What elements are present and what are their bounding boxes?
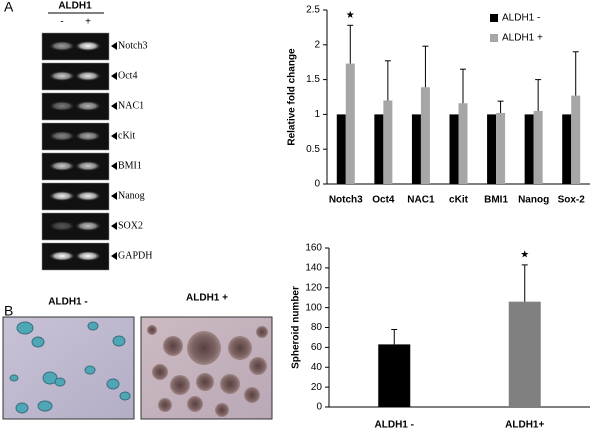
photo bbox=[140, 316, 273, 420]
photo-title: ALDH1 - bbox=[48, 297, 87, 308]
bar bbox=[374, 114, 384, 184]
arrow bbox=[111, 42, 117, 50]
y-tick-label: 60 bbox=[311, 342, 323, 353]
gel-band bbox=[75, 191, 101, 201]
bar bbox=[458, 103, 468, 184]
panel-label: B bbox=[4, 303, 13, 319]
x-tick-label: Nanog bbox=[518, 195, 549, 206]
bar bbox=[336, 114, 346, 184]
arrow bbox=[111, 222, 117, 230]
bar bbox=[487, 114, 497, 184]
bar bbox=[562, 114, 572, 184]
bar bbox=[571, 95, 581, 184]
x-tick-label: ALDH1 - bbox=[375, 420, 414, 428]
gel: Notch3 Oct4 NAC1 cKit BMI1 Nanog SOX2 GAPDH bbox=[41, 32, 152, 271]
bar bbox=[508, 301, 541, 407]
gel-band bbox=[49, 101, 75, 111]
bar bbox=[533, 110, 543, 184]
gel-band bbox=[75, 41, 101, 51]
gel-band bbox=[49, 251, 75, 261]
y-tick-label: 2.5 bbox=[306, 5, 320, 16]
bar bbox=[383, 100, 393, 184]
y-tick-label: 80 bbox=[311, 322, 323, 333]
arrow bbox=[111, 162, 117, 170]
gene-label: BMI1 bbox=[118, 160, 142, 171]
y-tick-label: 2 bbox=[314, 39, 320, 50]
gene-label: Oct4 bbox=[118, 70, 137, 81]
y-tick-label: 20 bbox=[311, 382, 323, 393]
legend-swatch bbox=[490, 14, 498, 22]
bar bbox=[378, 344, 411, 407]
annotation: ★ bbox=[346, 10, 355, 21]
photo-title: ALDH1 + bbox=[186, 293, 228, 304]
x-tick-label: ALDH1+ bbox=[505, 420, 544, 428]
bar bbox=[449, 114, 459, 184]
legend-swatch bbox=[490, 34, 498, 42]
arrow bbox=[111, 192, 117, 200]
gene-label: cKit bbox=[118, 130, 135, 141]
y-tick-label: 40 bbox=[311, 362, 323, 373]
x-tick-label: Sox-2 bbox=[558, 195, 586, 206]
arrow bbox=[111, 252, 117, 260]
arrow bbox=[111, 72, 117, 80]
gene-label: GAPDH bbox=[118, 250, 152, 261]
bar bbox=[411, 114, 421, 184]
bar bbox=[496, 113, 506, 184]
bar bbox=[420, 87, 430, 184]
gel-band bbox=[75, 101, 101, 111]
gel-band bbox=[49, 131, 75, 141]
gel-band bbox=[75, 251, 101, 261]
gene-label: NAC1 bbox=[118, 100, 144, 111]
y-axis-label: Spheroid number bbox=[291, 286, 302, 369]
y-tick-label: 0.5 bbox=[306, 144, 320, 155]
gel-band bbox=[75, 221, 101, 231]
annotation: ★ bbox=[520, 250, 529, 261]
gene-label: Notch3 bbox=[118, 40, 147, 51]
x-tick-label: BMI1 bbox=[484, 195, 508, 206]
y-tick-label: 0 bbox=[314, 179, 320, 190]
gel-band bbox=[49, 221, 75, 231]
gel-band bbox=[75, 131, 101, 141]
legend-label: ALDH1 + bbox=[502, 33, 543, 44]
gel-title: ALDH1 bbox=[58, 1, 92, 12]
bar bbox=[345, 63, 355, 185]
x-tick-label: Oct4 bbox=[372, 195, 395, 206]
arrow bbox=[111, 132, 117, 140]
y-axis-label: Relative fold change bbox=[287, 48, 298, 146]
y-tick-label: 120 bbox=[305, 282, 322, 293]
gel-band bbox=[49, 191, 75, 201]
x-tick-label: cKit bbox=[449, 195, 469, 206]
bar bbox=[524, 114, 534, 184]
y-tick-label: 0 bbox=[316, 402, 322, 413]
y-tick-label: 100 bbox=[305, 302, 322, 313]
gel-band bbox=[49, 71, 75, 81]
gel-band bbox=[75, 71, 101, 81]
arrow bbox=[111, 102, 117, 110]
gene-label: SOX2 bbox=[118, 220, 143, 231]
gel-band bbox=[49, 41, 75, 51]
lane-label: + bbox=[85, 17, 91, 28]
gene-label: Nanog bbox=[118, 190, 145, 201]
gel-band bbox=[49, 161, 75, 171]
legend-label: ALDH1 - bbox=[502, 13, 540, 24]
y-tick-label: 160 bbox=[305, 243, 322, 254]
photo bbox=[2, 316, 135, 420]
y-tick-label: 1.5 bbox=[306, 74, 320, 85]
gel-band bbox=[75, 161, 101, 171]
lane-label: - bbox=[60, 17, 63, 28]
x-tick-label: Notch3 bbox=[329, 195, 363, 206]
panel-label: A bbox=[4, 0, 14, 15]
y-tick-label: 1 bbox=[314, 109, 320, 120]
y-tick-label: 140 bbox=[305, 263, 322, 274]
x-tick-label: NAC1 bbox=[407, 195, 435, 206]
